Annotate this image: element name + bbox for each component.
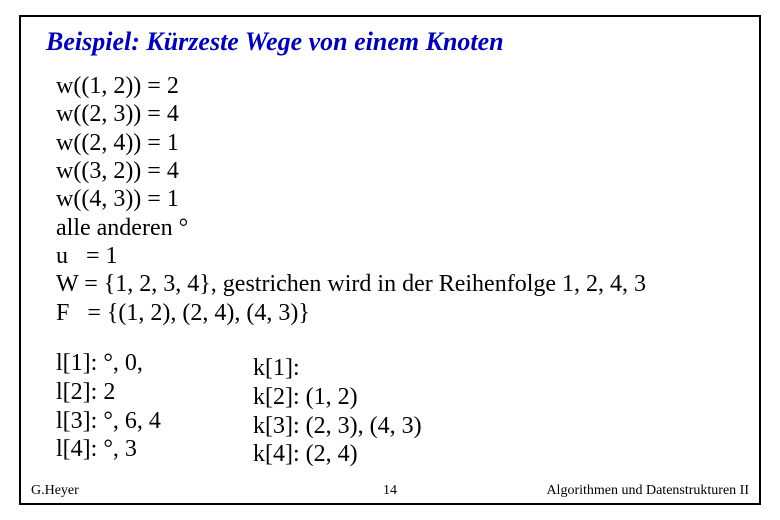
l-column: l[1]: °, 0, l[2]: 2 l[3]: °, 6, 4 l[4]: … (56, 349, 161, 464)
edge-weights-block: w((1, 2)) = 2 w((2, 3)) = 4 w((2, 4)) = … (56, 72, 646, 327)
l-row: l[3]: °, 6, 4 (56, 407, 161, 436)
weight-line: w((4, 3)) = 1 (56, 185, 646, 213)
weight-line: u = 1 (56, 242, 646, 270)
slide-footer: G.Heyer 14 Algorithmen und Datenstruktur… (21, 479, 759, 499)
slide-frame: Beispiel: Kürzeste Wege von einem Knoten… (19, 15, 761, 505)
weight-line: F = {(1, 2), (2, 4), (4, 3)} (56, 299, 646, 327)
k-row: k[1]: (253, 354, 422, 383)
weight-line: w((2, 3)) = 4 (56, 100, 646, 128)
l-row: l[2]: 2 (56, 378, 161, 407)
k-row: k[2]: (1, 2) (253, 383, 422, 412)
footer-course: Algorithmen und Datenstrukturen II (546, 483, 749, 499)
weight-line: w((2, 4)) = 1 (56, 129, 646, 157)
k-row: k[3]: (2, 3), (4, 3) (253, 412, 422, 441)
weight-line: W = {1, 2, 3, 4}, gestrichen wird in der… (56, 270, 646, 298)
l-row: l[4]: °, 3 (56, 435, 161, 464)
k-row: k[4]: (2, 4) (253, 440, 422, 469)
weight-line: w((3, 2)) = 4 (56, 157, 646, 185)
weight-line: alle anderen ° (56, 214, 646, 242)
l-row: l[1]: °, 0, (56, 349, 161, 378)
k-column: k[1]: k[2]: (1, 2) k[3]: (2, 3), (4, 3) … (253, 354, 422, 469)
slide-title: Beispiel: Kürzeste Wege von einem Knoten (46, 27, 504, 57)
weight-line: w((1, 2)) = 2 (56, 72, 646, 100)
